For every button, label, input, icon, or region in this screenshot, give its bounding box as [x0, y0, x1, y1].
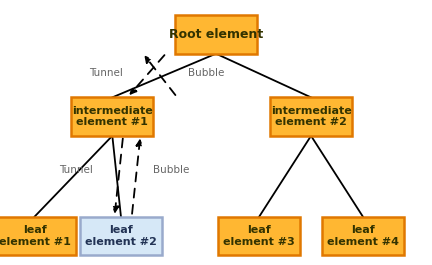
Text: intermediate
element #2: intermediate element #2: [271, 106, 351, 127]
FancyBboxPatch shape: [175, 15, 257, 54]
Text: leaf
element #2: leaf element #2: [85, 225, 157, 247]
FancyBboxPatch shape: [80, 217, 162, 255]
Text: Bubble: Bubble: [188, 68, 224, 78]
FancyBboxPatch shape: [218, 217, 300, 255]
FancyBboxPatch shape: [71, 97, 153, 136]
FancyBboxPatch shape: [270, 97, 352, 136]
Text: leaf
element #1: leaf element #1: [0, 225, 70, 247]
Text: Root element: Root element: [169, 28, 263, 41]
Text: leaf
element #3: leaf element #3: [223, 225, 295, 247]
Text: leaf
element #4: leaf element #4: [327, 225, 399, 247]
Text: Tunnel: Tunnel: [89, 68, 123, 78]
FancyBboxPatch shape: [322, 217, 404, 255]
Text: Tunnel: Tunnel: [59, 165, 93, 175]
FancyBboxPatch shape: [0, 217, 76, 255]
Text: intermediate
element #1: intermediate element #1: [72, 106, 152, 127]
Text: Bubble: Bubble: [153, 165, 190, 175]
